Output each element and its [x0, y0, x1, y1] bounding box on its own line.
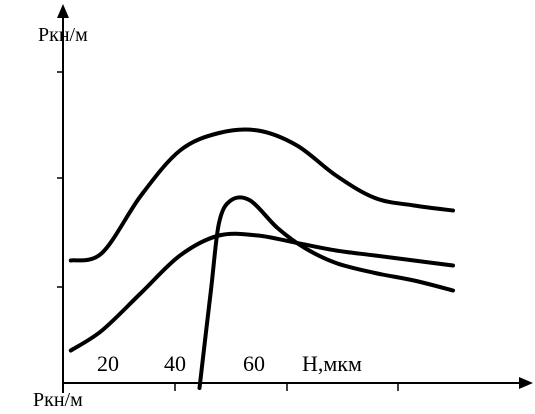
x-tick-label-60: 60 — [243, 351, 265, 376]
x-axis-arrow — [519, 377, 533, 389]
x-tick-label-20: 20 — [97, 351, 119, 376]
y-axis-label-bottom: Pкн/м — [33, 389, 83, 411]
axes — [57, 4, 533, 393]
series-line-3 — [197, 195, 455, 390]
series-line-1 — [68, 127, 455, 263]
x-axis-label: H,мкм — [302, 351, 362, 376]
y-axis-arrow — [57, 4, 69, 18]
y-axis-label-top: Pкн/м — [38, 24, 88, 46]
series-group — [68, 127, 455, 390]
series-line-2 — [68, 231, 455, 353]
ticks — [57, 71, 399, 391]
x-tick-label-40: 40 — [164, 351, 186, 376]
